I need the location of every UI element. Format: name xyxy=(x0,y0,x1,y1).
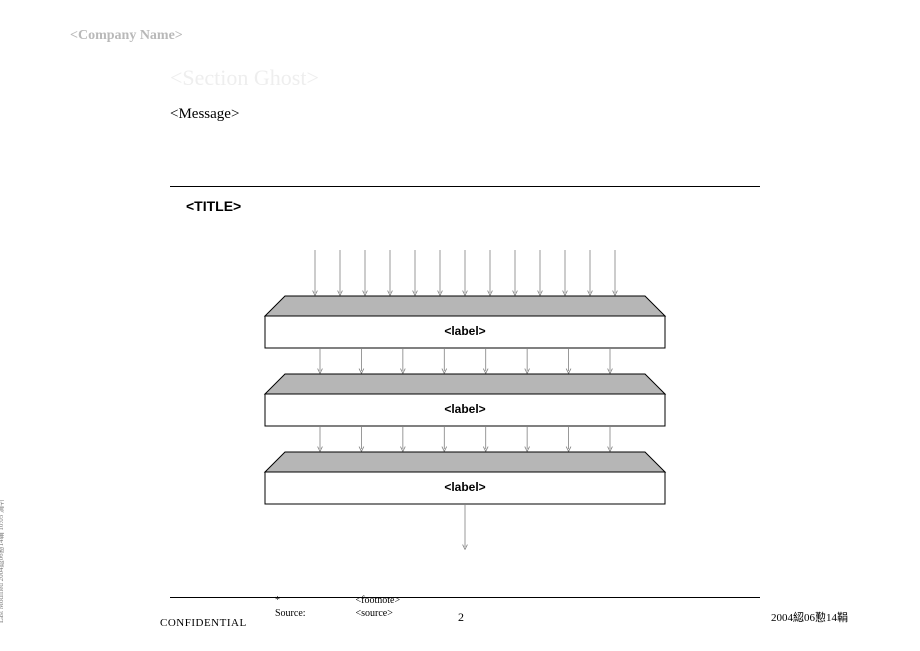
section-ghost: <Section Ghost> xyxy=(170,65,319,91)
funnel-layer-label-2: <label> xyxy=(444,480,485,494)
funnel-layer-top-1 xyxy=(265,374,665,394)
divider-bottom xyxy=(170,597,760,598)
funnel-diagram: <label> <label> <label> xyxy=(170,250,760,590)
source-label: Source: xyxy=(275,608,353,621)
last-modified-sidebar: Last Modified 2004綛06懃14鞙 10:05 涓쥐 xyxy=(0,500,6,624)
company-name: <Company Name> xyxy=(70,28,183,44)
divider-top xyxy=(170,186,760,187)
page-number: 2 xyxy=(458,610,464,625)
funnel-layer-label-1: <label> xyxy=(444,402,485,416)
footnote-block: * <footnote> Source: <source> xyxy=(275,595,400,620)
slide-title: <TITLE> xyxy=(186,198,241,214)
message-placeholder: <Message> xyxy=(170,106,239,123)
footer-date: 2004綛06懃14鞙 xyxy=(771,609,848,625)
slide-page: <Company Name> <Section Ghost> <Message>… xyxy=(0,0,920,651)
confidential-label: CONFIDENTIAL xyxy=(160,617,247,629)
funnel-layer-top-2 xyxy=(265,452,665,472)
funnel-layer-top-0 xyxy=(265,296,665,316)
footnote-text: <footnote> xyxy=(356,595,401,606)
footnote-marker: * xyxy=(275,595,353,608)
funnel-layer-label-0: <label> xyxy=(444,324,485,338)
source-text: <source> xyxy=(356,608,393,619)
